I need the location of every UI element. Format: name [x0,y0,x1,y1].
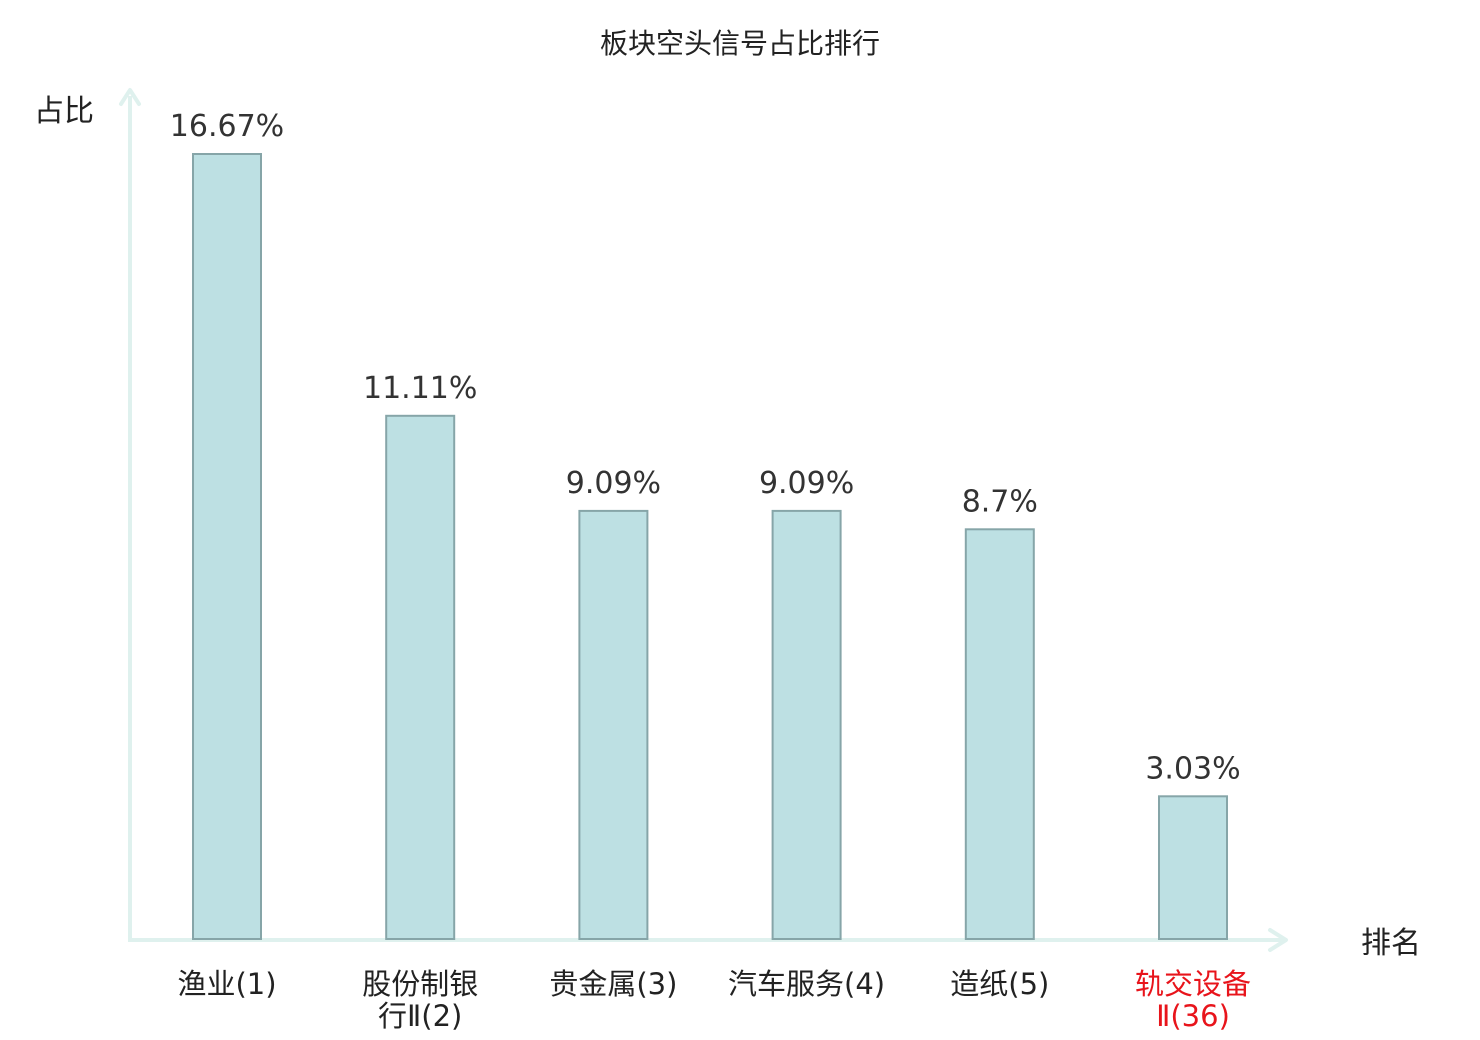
value-label-1: 16.67% [170,109,284,144]
x-axis-arrow [1268,928,1288,952]
y-axis-label: 占比 [34,94,94,129]
category-label-5-line-1: 造纸(5) [950,967,1049,1001]
value-label-5: 8.7% [962,484,1038,519]
bar-2 [385,414,456,940]
bar-3 [578,509,649,940]
category-label-2-line-1: 股份制银 [362,967,478,1001]
value-label-2: 11.11% [363,371,477,406]
x-axis-label: 排名 [1361,926,1421,961]
bar-4 [771,509,842,940]
bars-group [192,153,1228,940]
category-label-6-line-1: 轨交设备 [1135,967,1251,1001]
value-label-3: 9.09% [566,466,661,501]
category-label-4-line-1: 汽车服务(4) [728,967,885,1001]
value-label-6: 3.03% [1145,751,1240,786]
value-labels-group: 16.67% 11.11% 9.09% 9.09% 8.7% 3.03% [170,109,1241,786]
value-label-4: 9.09% [759,466,854,501]
category-label-3-line-1: 贵金属(3) [549,967,677,1001]
y-axis-arrow [119,88,141,106]
bar-1 [192,153,262,940]
category-label-2-line-2: 行Ⅱ(2) [378,999,462,1033]
bar-6 [1158,795,1228,940]
category-label-6-line-2: Ⅱ(36) [1156,999,1230,1033]
category-label-1-line-1: 渔业(1) [177,967,276,1001]
chart-title: 板块空头信号占比排行 [600,27,880,60]
bar-5 [964,528,1035,940]
